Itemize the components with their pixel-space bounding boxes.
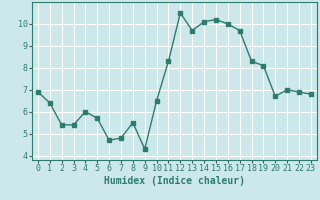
X-axis label: Humidex (Indice chaleur): Humidex (Indice chaleur) bbox=[104, 176, 245, 186]
